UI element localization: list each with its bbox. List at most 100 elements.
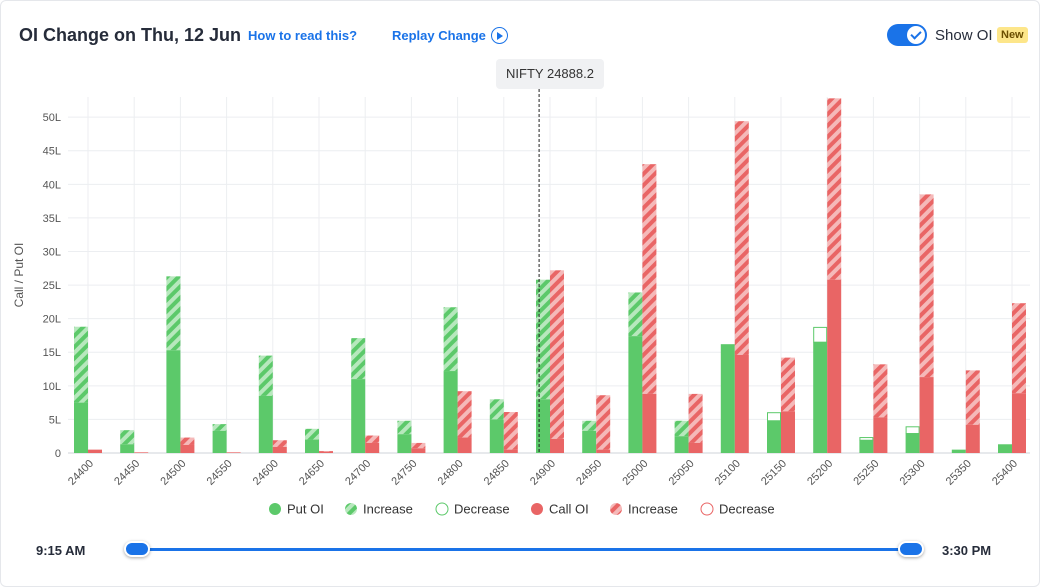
put-oi-bar [489,419,504,453]
put-oi-bar [351,379,366,453]
put-increase-bar [258,355,273,396]
put-oi-bar [305,439,319,453]
call-oi-bar [873,417,888,453]
call-oi-bar [734,354,749,453]
x-tick-label: 24950 [574,458,604,488]
time-slider-end-handle[interactable] [898,541,924,557]
call-oi-bar [688,442,703,453]
put-oi-bar [767,420,781,453]
put-increase-bar [397,420,412,435]
put-increase-bar [536,279,550,400]
call-increase-bar [1012,303,1026,394]
x-tick-label: 25150 [759,458,789,488]
call-increase-bar [642,164,657,394]
call-oi-bar [827,279,842,453]
y-tick-label: 40L [43,179,61,191]
x-tick-label: 24850 [482,458,512,488]
put-increase-bar [212,424,227,431]
put-oi-bar [859,440,874,453]
y-tick-label: 30L [43,246,61,258]
put-oi-bar [120,444,135,453]
legend-swatch-call-decrease [700,502,714,516]
legend-label-call-increase: Increase [628,502,678,517]
call-increase-bar [965,370,980,425]
put-oi-bar [74,402,88,453]
oi-chart: 0 5L 10L 15L 20L 25L 30L 35L 40L 45L 50L Call / Put… [12,89,1030,517]
show-oi-toggle[interactable] [887,24,927,46]
call-oi-bar [642,393,657,453]
x-tick-label: 25250 [851,458,881,488]
put-oi-bar [905,433,920,453]
call-increase-bar [550,270,564,439]
put-oi-bar [536,399,550,453]
time-slider-track[interactable] [136,548,910,551]
call-increase-bar [919,194,934,378]
put-increase-bar [74,326,88,403]
x-tick-label: 25300 [898,458,928,488]
replay-change-link[interactable]: Replay Change [392,28,486,43]
y-tick-label: 25L [43,280,61,292]
call-increase-bar [827,98,842,280]
call-increase-bar [319,450,333,452]
put-increase-bar [166,276,181,351]
put-increase-bar [120,430,135,445]
put-decrease-bar [905,426,920,435]
x-tick-label: 24550 [205,458,235,488]
legend-swatch-put-decrease [435,502,449,516]
y-tick-label: 0 [55,448,61,460]
y-tick-label: 5L [49,414,61,426]
put-oi-bar [998,444,1012,453]
spot-price-label: NIFTY 24888.2 [496,59,604,89]
play-icon[interactable] [491,27,508,44]
call-oi-bar [319,451,333,453]
legend-swatch-call [531,503,543,515]
y-tick-label: 35L [43,213,61,225]
x-tick-label: 24650 [297,458,327,488]
time-slider-start-handle[interactable] [124,541,150,557]
put-decrease-bar [767,412,781,422]
call-oi-bar [596,449,611,453]
how-to-read-link[interactable]: How to read this? [248,28,358,43]
legend-swatch-call-increase [610,503,622,515]
put-increase-bar [305,428,319,440]
x-tick-label: 25100 [713,458,743,488]
y-tick-label: 15L [43,347,61,359]
call-oi-bar [411,448,426,453]
y-tick-label: 50L [43,112,61,124]
page-title: OI Change on Thu, 12 Jun [19,25,242,45]
put-oi-bar [212,430,227,453]
put-oi-bar [258,395,273,453]
check-icon [907,26,925,44]
new-badge: New [997,27,1028,43]
call-oi-bar [781,411,795,453]
call-increase-bar [734,121,749,355]
call-oi-bar [134,452,149,453]
x-tick-label: 24800 [436,458,466,488]
call-increase-bar [688,393,703,443]
legend-label-put-decrease: Decrease [454,502,510,517]
call-oi-bar [180,444,195,453]
put-oi-bar [397,434,412,453]
x-tick-label: 25050 [667,458,697,488]
call-increase-bar [596,395,611,450]
put-decrease-bar [813,326,828,343]
put-increase-bar [582,420,597,431]
put-increase-bar [489,399,504,420]
call-oi-bar [457,437,472,453]
x-tick-label: 24750 [389,458,419,488]
put-increase-bar [351,338,366,380]
put-increase-bar [674,420,689,437]
call-oi-bar [550,438,564,453]
legend-label-put: Put OI [287,502,324,517]
put-oi-bar [674,436,689,453]
legend-label-put-increase: Increase [363,502,413,517]
call-oi-bar [1012,393,1026,453]
put-oi-bar [951,449,966,453]
x-tick-label: 24450 [112,458,142,488]
x-tick-label: 25350 [944,458,974,488]
y-axis-label: Call / Put OI [12,243,26,308]
put-oi-bar [720,344,735,453]
x-tick-label: 24400 [66,458,96,488]
y-tick-label: 10L [43,381,61,393]
call-increase-bar [180,437,195,445]
